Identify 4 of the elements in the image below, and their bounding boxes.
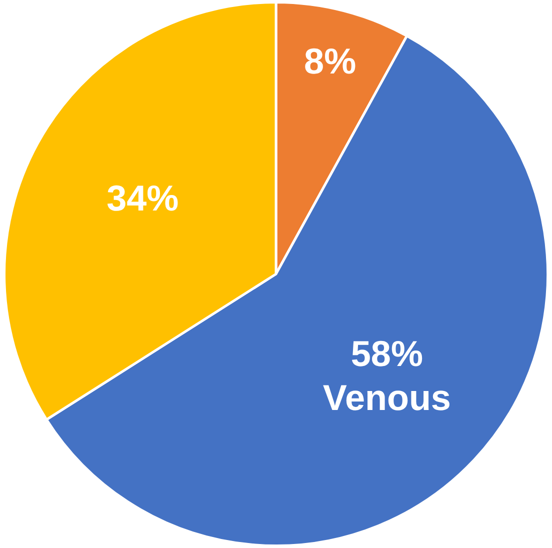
data-label: 34% (106, 178, 179, 219)
data-label: 8% (304, 40, 356, 82)
slice-label: Venous (322, 377, 451, 418)
data-label: 58% (350, 333, 423, 374)
